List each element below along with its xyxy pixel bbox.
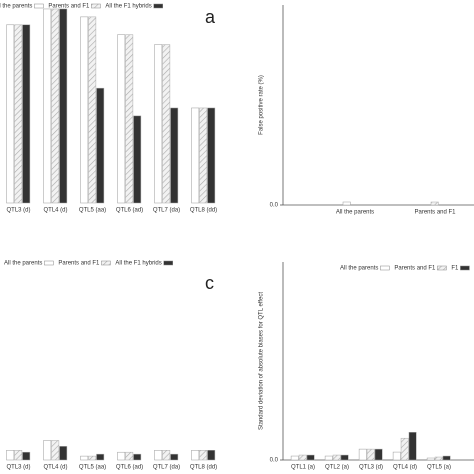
x-tick-label: QTL4 (d) bbox=[43, 465, 67, 471]
bar bbox=[170, 107, 179, 204]
bar bbox=[22, 451, 31, 461]
bar bbox=[434, 456, 443, 461]
bar bbox=[442, 455, 451, 461]
bar bbox=[125, 451, 134, 461]
bar bbox=[88, 455, 97, 461]
legend-label: All the parents bbox=[340, 266, 378, 272]
bar bbox=[22, 24, 31, 204]
bar bbox=[154, 450, 163, 461]
legend-swatch bbox=[44, 260, 54, 266]
bar bbox=[80, 16, 89, 204]
legend-swatch bbox=[34, 3, 44, 9]
x-tick-label: QTL5 (aa) bbox=[79, 465, 106, 471]
bar bbox=[191, 107, 200, 204]
bar bbox=[43, 8, 52, 204]
legend-swatch bbox=[380, 265, 390, 271]
x-tick-label: QTL4 (d) bbox=[393, 465, 417, 471]
bar bbox=[340, 454, 349, 461]
bar bbox=[207, 107, 216, 204]
bar bbox=[96, 453, 105, 461]
x-tick-label: QTL5 (a) bbox=[427, 465, 451, 471]
bar bbox=[358, 448, 367, 461]
x-tick-label: QTL4 (d) bbox=[43, 208, 67, 214]
y-tick-label: 0.0 bbox=[270, 203, 279, 209]
legend-swatch bbox=[437, 265, 447, 271]
bar bbox=[430, 201, 439, 206]
bar bbox=[199, 450, 208, 461]
bar bbox=[426, 457, 435, 461]
bar bbox=[207, 450, 216, 461]
x-tick-label: All the parents bbox=[336, 210, 374, 216]
y-axis-title: False positive rate (%) bbox=[259, 75, 265, 135]
bar bbox=[332, 454, 341, 461]
legend-label: Parents and F1 bbox=[58, 261, 100, 267]
legend-label: All the parents bbox=[4, 261, 42, 267]
x-tick-label: QTL3 (d) bbox=[359, 465, 383, 471]
bar bbox=[6, 450, 15, 461]
legend-label: Parents and F1 bbox=[48, 4, 90, 10]
x-tick-label: QTL1 (a) bbox=[291, 465, 315, 471]
bar bbox=[80, 455, 89, 461]
bar bbox=[191, 450, 200, 461]
bar bbox=[14, 24, 23, 204]
bar bbox=[6, 24, 15, 204]
bar bbox=[199, 107, 208, 204]
bar bbox=[51, 440, 60, 461]
bar bbox=[408, 432, 417, 461]
bar bbox=[117, 451, 126, 461]
panel-label: c bbox=[205, 273, 214, 293]
legend-label: Parents and F1 bbox=[394, 266, 436, 272]
bar bbox=[14, 450, 23, 461]
x-tick-label: QTL7 (da) bbox=[153, 465, 180, 471]
legend-swatch bbox=[91, 3, 101, 9]
bar bbox=[59, 446, 68, 461]
legend-swatch bbox=[163, 260, 173, 266]
bar bbox=[162, 450, 171, 461]
bar bbox=[170, 453, 179, 461]
bar bbox=[88, 16, 97, 204]
bar bbox=[125, 34, 134, 204]
x-tick-label: QTL5 (aa) bbox=[79, 208, 106, 214]
x-tick-label: QTL3 (d) bbox=[6, 208, 30, 214]
bar bbox=[51, 8, 60, 204]
bar bbox=[59, 8, 68, 204]
x-tick-label: QTL8 (dd) bbox=[190, 465, 217, 471]
legend-swatch bbox=[101, 260, 111, 266]
x-tick-label: QTL7 (da) bbox=[153, 208, 180, 214]
bar bbox=[400, 437, 409, 461]
bar bbox=[392, 451, 401, 461]
x-tick-label: QTL2 (a) bbox=[325, 465, 349, 471]
x-tick-label: QTL3 (d) bbox=[6, 465, 30, 471]
legend-label: All the F1 hybrids bbox=[115, 261, 161, 267]
legend-label: F1 bbox=[451, 266, 459, 272]
bar bbox=[366, 448, 375, 461]
bar bbox=[117, 34, 126, 204]
bar bbox=[162, 44, 171, 204]
bar bbox=[133, 115, 142, 204]
bar bbox=[133, 453, 142, 461]
bar bbox=[154, 44, 163, 204]
x-tick-label: Parents and F1 bbox=[414, 210, 456, 216]
legend-swatch bbox=[153, 3, 163, 9]
legend-label: All the parents bbox=[0, 4, 32, 10]
bar bbox=[290, 455, 299, 461]
y-tick-label: 0.0 bbox=[270, 458, 279, 464]
x-tick-label: QTL6 (ad) bbox=[116, 465, 143, 471]
bar bbox=[43, 440, 52, 461]
x-tick-label: QTL6 (ad) bbox=[116, 208, 143, 214]
legend-swatch bbox=[460, 265, 470, 271]
bar bbox=[306, 454, 315, 461]
x-tick-label: QTL8 (dd) bbox=[190, 208, 217, 214]
bar bbox=[374, 448, 383, 461]
bar bbox=[298, 454, 307, 461]
bar bbox=[324, 455, 333, 461]
panel-label: a bbox=[205, 7, 216, 27]
bar bbox=[96, 87, 105, 204]
legend-label: All the F1 hybrids bbox=[105, 4, 151, 10]
bar bbox=[342, 201, 351, 206]
y-axis-title: Standard deviation of absolute biases fo… bbox=[259, 292, 265, 430]
